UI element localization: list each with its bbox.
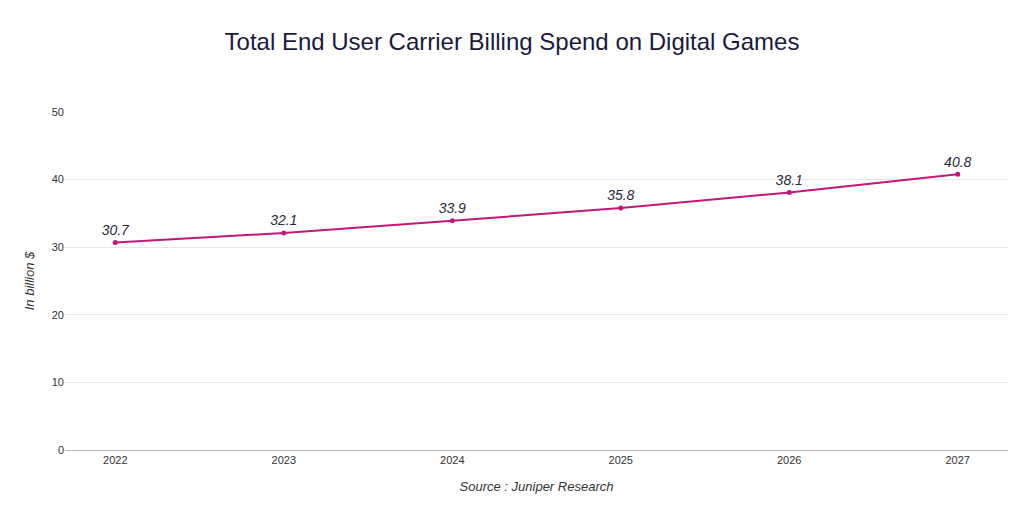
- svg-text:2023: 2023: [272, 454, 296, 466]
- svg-text:Total End User Carrier Billing: Total End User Carrier Billing Spend on …: [225, 28, 800, 55]
- svg-text:35.8: 35.8: [607, 187, 634, 203]
- svg-text:40: 40: [52, 173, 64, 185]
- svg-text:30: 30: [52, 241, 64, 253]
- svg-text:2027: 2027: [945, 454, 969, 466]
- svg-text:2025: 2025: [609, 454, 633, 466]
- svg-text:32.1: 32.1: [270, 212, 297, 228]
- svg-text:50: 50: [52, 106, 64, 118]
- svg-text:40.8: 40.8: [944, 154, 971, 170]
- svg-text:30.7: 30.7: [102, 222, 130, 238]
- svg-text:33.9: 33.9: [439, 200, 466, 216]
- svg-text:In billion $: In billion $: [22, 251, 37, 310]
- svg-text:2024: 2024: [440, 454, 464, 466]
- svg-text:20: 20: [52, 309, 64, 321]
- svg-text:38.1: 38.1: [776, 172, 803, 188]
- svg-text:2022: 2022: [103, 454, 127, 466]
- svg-text:2026: 2026: [777, 454, 801, 466]
- svg-text:Source : Juniper Research: Source : Juniper Research: [460, 479, 614, 494]
- svg-text:10: 10: [52, 376, 64, 388]
- svg-text:0: 0: [58, 444, 64, 456]
